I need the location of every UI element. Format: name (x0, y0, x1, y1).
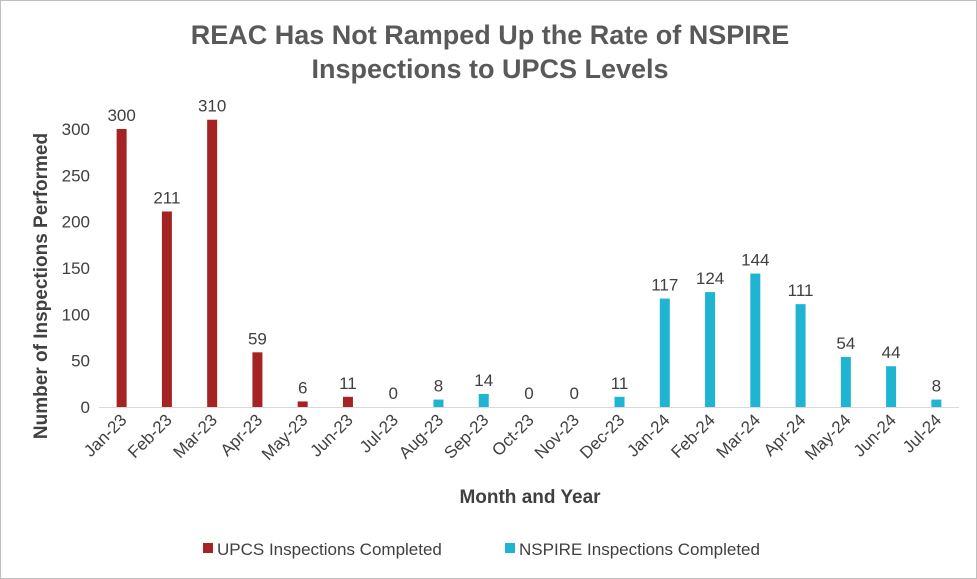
x-tick-label: Jan-24 (623, 410, 673, 460)
data-label: 310 (198, 97, 226, 116)
data-label: 54 (836, 334, 855, 353)
y-tick-label: 250 (62, 166, 90, 185)
y-axis-title: Number of Inspections Performed (31, 133, 52, 439)
x-tick-label: Aug-23 (395, 410, 447, 462)
x-tick-label: Mar-23 (169, 410, 221, 462)
data-label: 111 (788, 281, 814, 300)
y-tick-label: 100 (62, 305, 90, 324)
data-label: 144 (741, 251, 769, 270)
legend-label-nspire: NSPIRE Inspections Completed (519, 540, 760, 559)
bar (659, 298, 670, 407)
data-label: 11 (611, 374, 629, 393)
bar (750, 273, 761, 407)
bar (252, 352, 263, 407)
x-tick-label: Jul-24 (899, 410, 945, 456)
bar (116, 129, 127, 407)
bar (207, 119, 218, 407)
x-tick-label: Jun-23 (307, 410, 357, 460)
bar (886, 366, 897, 407)
data-label: 8 (434, 377, 443, 396)
bar (478, 394, 489, 407)
legend-label-upcs: UPCS Inspections Completed (217, 540, 442, 559)
bar (433, 399, 444, 407)
plot-area: 0 50 100 150 200 250 300 300 Jan-23 211 Feb-23 310 M… (62, 97, 959, 464)
chart-title-line-1: REAC Has Not Ramped Up the Rate of NSPIR… (191, 20, 790, 50)
data-label: 211 (153, 188, 180, 207)
x-tick-label: Feb-23 (124, 410, 176, 462)
data-label: 124 (696, 269, 724, 288)
legend-swatch-upcs (203, 543, 213, 553)
bar (297, 401, 308, 407)
data-label: 117 (651, 276, 678, 295)
x-tick-label: Sep-23 (440, 410, 492, 462)
y-tick-label: 300 (62, 120, 90, 139)
data-label: 44 (882, 343, 901, 362)
legend-swatch-nspire (505, 543, 515, 553)
data-label: 59 (248, 329, 267, 348)
x-tick-label: May-24 (801, 410, 855, 464)
bar (614, 396, 625, 407)
bar (840, 356, 851, 407)
x-tick-label: Oct-23 (488, 410, 538, 460)
x-tick-label: Jan-23 (80, 410, 130, 460)
y-tick-label: 150 (62, 259, 90, 278)
x-tick-label: Nov-23 (531, 410, 583, 462)
data-label: 14 (474, 371, 493, 390)
data-label: 0 (524, 384, 533, 403)
x-tick-label: Dec-23 (576, 410, 628, 462)
data-label: 6 (298, 378, 307, 397)
chart-title-line-2: Inspections to UPCS Levels (311, 54, 668, 84)
x-tick-label: Jun-24 (850, 410, 900, 460)
bar (931, 399, 942, 407)
x-tick-label: Feb-24 (667, 410, 719, 462)
data-label: 300 (107, 106, 135, 125)
x-tick-label: Mar-24 (713, 410, 765, 462)
bar (795, 304, 806, 407)
y-tick-label: 50 (71, 352, 90, 371)
bar (705, 292, 716, 407)
legend: UPCS Inspections Completed NSPIRE Inspec… (203, 540, 760, 559)
x-tick-label: May-23 (258, 410, 312, 464)
y-tick-label: 200 (62, 213, 90, 232)
data-label: 0 (388, 384, 397, 403)
data-label: 0 (570, 384, 579, 403)
data-label: 8 (932, 377, 941, 396)
y-tick-label: 0 (81, 398, 90, 417)
bar (161, 211, 172, 407)
x-axis-title: Month and Year (459, 487, 601, 508)
bar (342, 396, 353, 407)
data-label: 11 (339, 374, 357, 393)
